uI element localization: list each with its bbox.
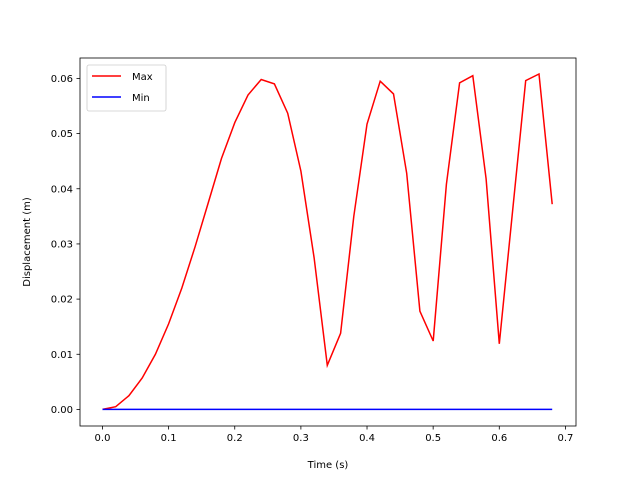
x-tick-label: 0.2 [227,433,243,444]
y-tick-label: 0.03 [51,239,73,250]
x-tick-label: 0.1 [161,433,177,444]
series-line-max [102,72,553,411]
y-axis-label: Displacement (m) [22,197,33,287]
y-tick-label: 0.01 [51,350,73,361]
x-tick-label: 0.4 [359,433,375,444]
y-tick-label: 0.05 [51,129,73,140]
x-axis-label: Time (s) [307,460,349,471]
x-tick-label: 0.6 [491,433,507,444]
x-tick-label: 0.3 [293,433,309,444]
axes-frame [79,57,577,427]
y-tick-label: 0.04 [51,184,73,195]
y-tick-label: 0.06 [51,74,73,85]
legend-label-min: Min [132,93,150,104]
x-tick-label: 0.5 [425,433,441,444]
y-tick-label: 0.00 [51,405,73,416]
legend-label-max: Max [132,72,153,83]
legend-box [86,64,167,112]
x-tick-label: 0.7 [557,433,573,444]
y-tick-label: 0.02 [51,295,73,306]
legend: Max Min [86,64,167,112]
x-tick-label: 0.0 [95,433,111,444]
